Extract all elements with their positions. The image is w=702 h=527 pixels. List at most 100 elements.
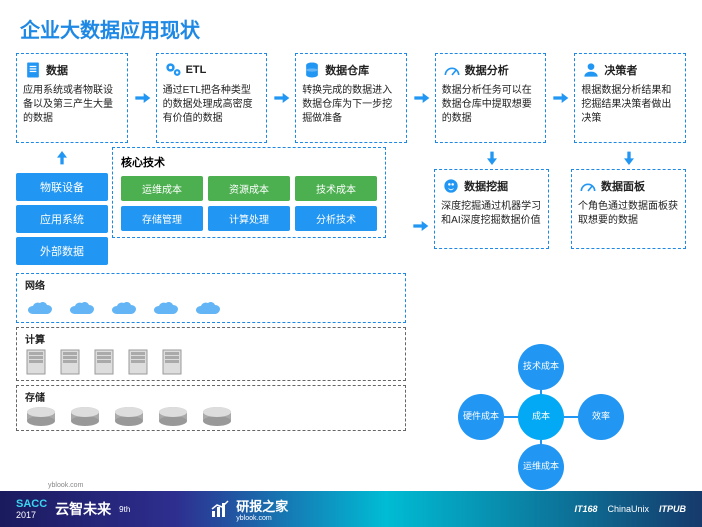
server-icon: [25, 348, 47, 376]
cloud-icon: [109, 300, 139, 318]
node-text: 根据数据分析结果和挖掘结果决策者做出决策: [581, 84, 679, 126]
cost-right: 效率: [578, 394, 624, 440]
infra-storage: 存储: [16, 385, 406, 431]
tech-box: 核心技术 运维成本 资源成本 技术成本 存储管理 计算处理 分析技术: [112, 147, 386, 238]
arrow-icon: [410, 216, 430, 236]
node-text: 深度挖掘通过机器学习和AI深度挖掘数据价值: [441, 200, 542, 228]
node-analysis: 数据分析 数据分析任务可以在数据仓库中提取想要的数据: [435, 53, 547, 143]
server-icon: [127, 348, 149, 376]
node-text: 转换完成的数据进入数据仓库为下一步挖掘做准备: [302, 84, 400, 126]
tech-item: 资源成本: [208, 176, 290, 201]
col-mining: 数据挖掘 深度挖掘通过机器学习和AI深度挖掘数据价值: [434, 147, 549, 249]
person-icon: [581, 60, 601, 80]
node-title: 数据仓库: [325, 62, 369, 78]
brain-icon: [441, 176, 461, 196]
cloud-icon: [193, 300, 223, 318]
footer-cn: 云智未来: [55, 499, 111, 519]
source-tags: 物联设备 应用系统 外部数据: [16, 147, 108, 265]
disk-icon: [69, 406, 101, 426]
arrow-icon: [132, 88, 152, 108]
page-title: 企业大数据应用现状: [0, 0, 702, 53]
server-icon: [161, 348, 183, 376]
cost-network: 成本 技术成本 运维成本 硬件成本 效率: [416, 344, 666, 484]
arrow-icon: [550, 88, 570, 108]
brand-it168: IT168: [574, 504, 597, 514]
watermark: yblook.com: [48, 482, 83, 489]
source-app: 应用系统: [16, 205, 108, 233]
cloud-icon: [25, 300, 55, 318]
arrow-down-icon: [482, 150, 502, 166]
tech-title: 核心技术: [121, 154, 377, 170]
cost-left: 硬件成本: [458, 394, 504, 440]
node-etl: ETL 通过ETL把各种类型的数据处理成高密度有价值的数据: [156, 53, 268, 143]
footer-sacc: SACC: [16, 498, 47, 510]
arrow-icon: [271, 88, 291, 108]
footer-center-url: yblook.com: [236, 515, 288, 522]
gauge-icon: [442, 60, 462, 80]
infra-compute: 计算: [16, 327, 406, 381]
footer-center: 研报之家 yblook.com: [210, 496, 288, 522]
arrow-down-icon: [619, 150, 639, 166]
node-title: 数据挖掘: [464, 178, 508, 194]
gear-icon: [163, 60, 183, 80]
cloud-icon: [151, 300, 181, 318]
node-text: 应用系统或者物联设备以及第三产生大量的数据: [23, 84, 121, 126]
infra-section: 网络 计算 存储: [16, 273, 406, 431]
infra-label: 计算: [25, 331, 397, 346]
cost-center: 成本: [518, 394, 564, 440]
cloud-icon: [67, 300, 97, 318]
tech-item: 运维成本: [121, 176, 203, 201]
footer-left: SACC 2017 云智未来 9th: [16, 498, 130, 520]
node-title: 数据: [46, 62, 68, 78]
tech-grid: 运维成本 资源成本 技术成本 存储管理 计算处理 分析技术: [121, 176, 377, 231]
server-icon: [59, 348, 81, 376]
node-title: 决策者: [604, 62, 637, 78]
disk-icon: [113, 406, 145, 426]
chart-icon: [210, 499, 232, 519]
node-title: 数据分析: [465, 62, 509, 78]
tech-item: 技术成本: [295, 176, 377, 201]
node-warehouse: 数据仓库 转换完成的数据进入数据仓库为下一步挖掘做准备: [295, 53, 407, 143]
node-text: 数据分析任务可以在数据仓库中提取想要的数据: [442, 84, 540, 126]
footer-year: 2017: [16, 510, 47, 520]
arrow-icon: [411, 88, 431, 108]
server-row: [25, 348, 397, 376]
row-2: 物联设备 应用系统 外部数据 核心技术 运维成本 资源成本 技术成本 存储管理 …: [16, 147, 686, 265]
doc-icon: [23, 60, 43, 80]
cloud-row: [25, 300, 397, 318]
node-mining: 数据挖掘 深度挖掘通过机器学习和AI深度挖掘数据价值: [434, 169, 549, 249]
disk-icon: [157, 406, 189, 426]
brand-chinaunix: ChinaUnix: [607, 504, 649, 514]
footer-right: IT168 ChinaUnix ITPUB: [574, 504, 686, 514]
pipeline-row: 数据 应用系统或者物联设备以及第三产生大量的数据 ETL 通过ETL把各种类型的…: [16, 53, 686, 143]
node-decision: 决策者 根据数据分析结果和挖掘结果决策者做出决策: [574, 53, 686, 143]
tech-item: 分析技术: [295, 206, 377, 231]
gauge-icon: [578, 176, 598, 196]
infra-label: 网络: [25, 277, 397, 292]
cost-top: 技术成本: [518, 344, 564, 390]
infra-network: 网络: [16, 273, 406, 323]
infra-label: 存储: [25, 389, 397, 404]
node-title: 数据面板: [601, 178, 645, 194]
tech-item: 存储管理: [121, 206, 203, 231]
tech-item: 计算处理: [208, 206, 290, 231]
cost-bottom: 运维成本: [518, 444, 564, 490]
node-data: 数据 应用系统或者物联设备以及第三产生大量的数据: [16, 53, 128, 143]
brand-itpub: ITPUB: [659, 504, 686, 514]
node-title: ETL: [186, 64, 207, 76]
arrow-down-icon: [52, 150, 72, 166]
db-icon: [302, 60, 322, 80]
node-text: 通过ETL把各种类型的数据处理成高密度有价值的数据: [163, 84, 261, 126]
footer-center-text: 研报之家: [236, 496, 288, 515]
disk-icon: [25, 406, 57, 426]
server-icon: [93, 348, 115, 376]
node-text: 个角色通过数据面板获取想要的数据: [578, 200, 679, 228]
footer: SACC 2017 云智未来 9th 研报之家 yblook.com IT168…: [0, 491, 702, 527]
col-dashboard: 数据面板 个角色通过数据面板获取想要的数据: [571, 147, 686, 249]
disk-icon: [201, 406, 233, 426]
source-iot: 物联设备: [16, 173, 108, 201]
source-ext: 外部数据: [16, 237, 108, 265]
node-dashboard: 数据面板 个角色通过数据面板获取想要的数据: [571, 169, 686, 249]
footer-sup: 9th: [119, 505, 130, 514]
disk-row: [25, 406, 397, 426]
